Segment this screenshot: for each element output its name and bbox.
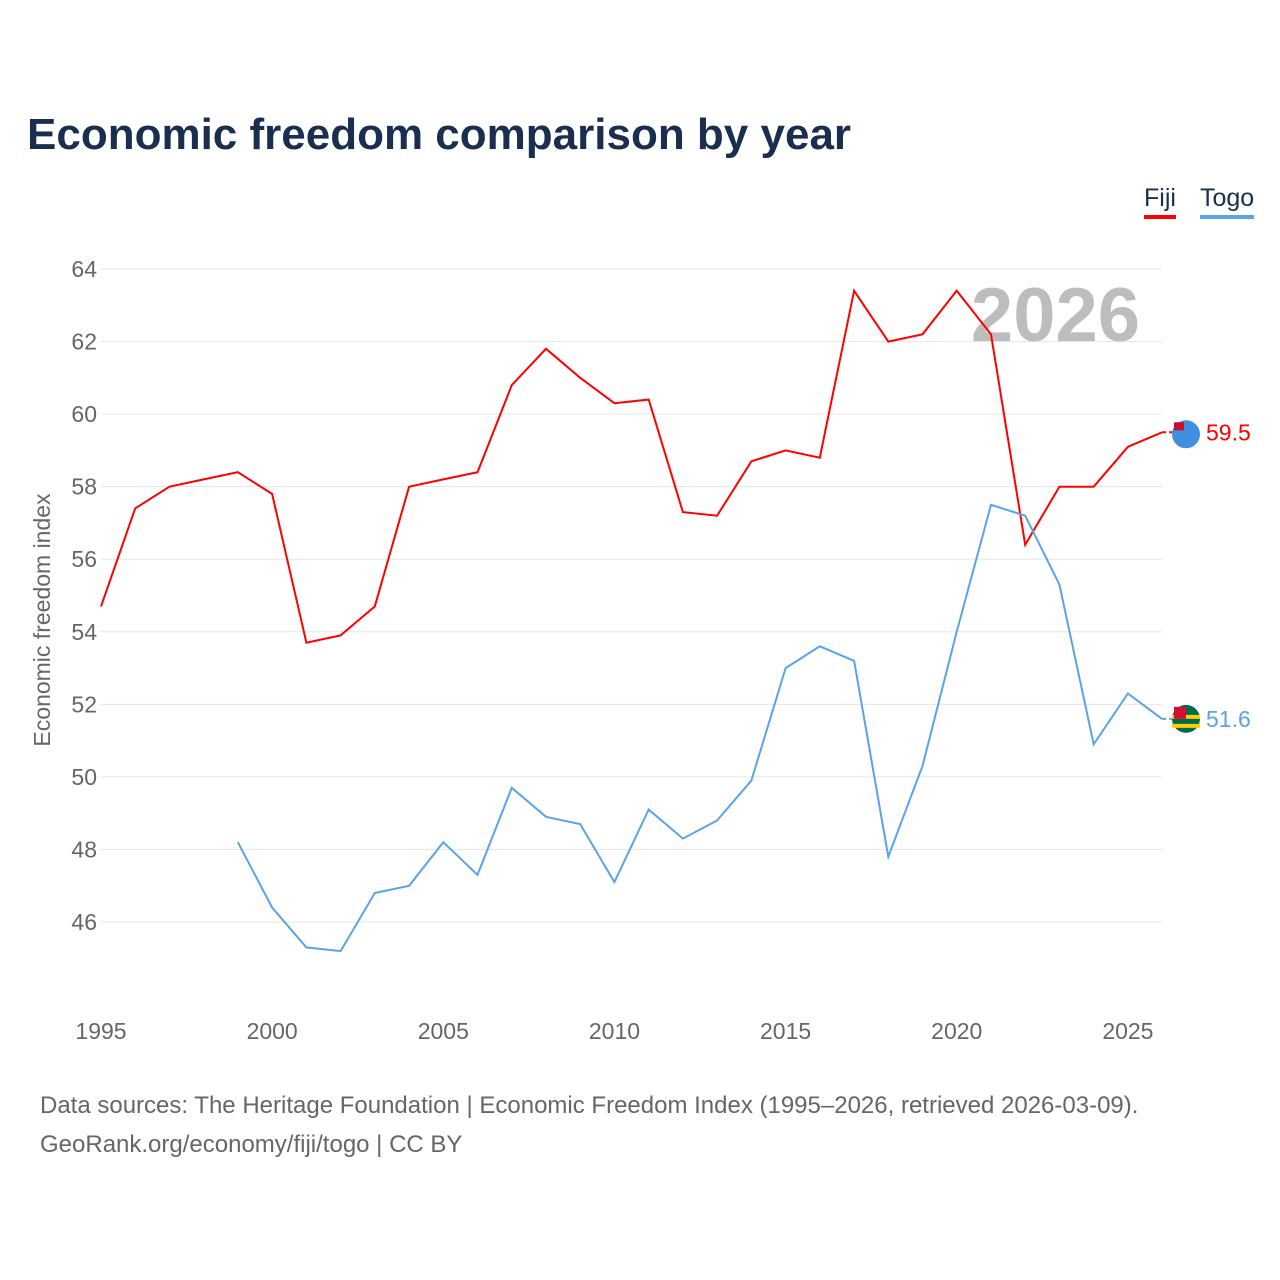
x-tick-label: 2005 [418,1018,469,1044]
end-value-label: 51.6 [1206,706,1251,732]
y-tick-label: 46 [71,909,97,935]
end-value-label: 59.5 [1206,419,1251,445]
y-tick-label: 54 [71,619,97,645]
y-tick-label: 52 [71,691,97,717]
legend-togo[interactable]: Togo [1200,184,1255,219]
source-line: Data sources: The Heritage Foundation | … [40,1092,1139,1119]
y-tick-label: 58 [71,474,97,500]
togo-flag-stripe [1172,723,1200,728]
legend-fiji[interactable]: Fiji [1144,184,1176,219]
x-tick-label: 2015 [760,1018,811,1044]
x-tick-label: 2025 [1102,1018,1153,1044]
chart-title: Economic freedom comparison by year [27,110,852,159]
x-tick-label: 2020 [931,1018,982,1044]
y-tick-label: 48 [71,836,97,862]
togo-flag-canton [1174,706,1186,719]
y-tick-label: 60 [71,401,97,427]
series-line-togo [237,503,1163,953]
footer-source: Data sources: The Heritage Foundation | … [40,1086,1138,1164]
x-tick-label: 2010 [589,1018,640,1044]
series-line-fiji [100,288,1163,644]
y-tick-label: 62 [71,329,97,355]
x-tick-label: 1995 [75,1018,126,1044]
source-link[interactable]: GeoRank.org/economy/fiji/togo | CC BY [40,1131,463,1158]
fiji-flag-canton [1174,422,1184,431]
x-tick-label: 2000 [247,1018,298,1044]
year-watermark: 2026 [971,273,1140,358]
y-tick-label: 50 [71,764,97,790]
y-tick-label: 56 [71,546,97,572]
y-tick-label: 64 [71,256,97,282]
y-axis-label: Economic freedom index [29,493,55,747]
